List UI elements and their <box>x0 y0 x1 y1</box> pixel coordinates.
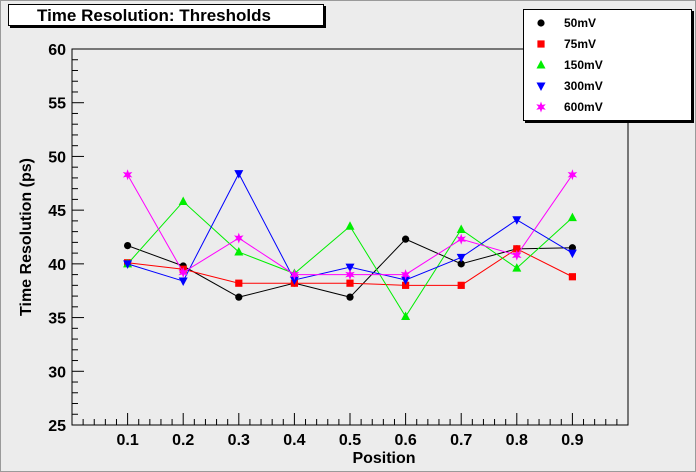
data-point <box>567 212 577 222</box>
data-point <box>235 293 243 301</box>
legend-marker-shape <box>536 82 546 91</box>
y-tick-label: 30 <box>48 364 66 381</box>
chart-title: Time Resolution: Thresholds <box>37 6 271 25</box>
y-tick-label: 60 <box>48 42 66 59</box>
y-tick-label: 35 <box>48 311 66 328</box>
legend-item: 50mV <box>524 12 691 34</box>
data-point <box>402 281 410 289</box>
data-point <box>122 169 133 181</box>
data-point <box>512 216 522 225</box>
data-point <box>456 253 466 263</box>
series-layer <box>122 169 578 320</box>
series-300mV <box>123 170 577 287</box>
legend-marker <box>537 19 545 27</box>
data-point <box>456 224 466 233</box>
data-point <box>568 244 577 252</box>
chart-title-box: Time Resolution: Thresholds <box>8 4 324 26</box>
legend-marker <box>536 60 546 69</box>
y-tick-label: 25 <box>48 418 66 435</box>
x-tick-label: 0.1 <box>116 432 138 449</box>
x-tick-label: 0.3 <box>228 432 250 449</box>
data-point <box>235 279 243 287</box>
data-point <box>346 279 354 287</box>
legend-item: 75mV <box>524 33 691 55</box>
legend: 50mV 75mV 150mV 300mV 600mV <box>523 9 692 121</box>
legend-marker-shape <box>536 60 546 69</box>
data-point <box>345 269 355 281</box>
legend-label: 150mV <box>564 58 603 72</box>
data-point <box>456 233 466 245</box>
legend-marker <box>537 40 545 48</box>
legend-item: 300mV <box>524 75 691 97</box>
legend-label: 50mV <box>564 16 597 30</box>
y-tick-label: 55 <box>48 96 66 113</box>
data-point <box>289 269 300 281</box>
y-axis-label: Time Resolution (ps) <box>18 158 35 316</box>
data-point <box>346 293 354 301</box>
data-point <box>400 269 411 281</box>
data-point <box>178 196 188 206</box>
legend-label: 75mV <box>564 37 597 51</box>
data-point <box>512 249 522 261</box>
data-point <box>401 276 411 285</box>
data-point <box>457 281 465 289</box>
data-point <box>234 170 244 179</box>
data-point <box>567 249 577 259</box>
x-tick-label: 0.7 <box>450 432 472 449</box>
y-tick-label: 45 <box>48 203 66 220</box>
legend-marker-shape <box>537 40 545 48</box>
data-point <box>123 260 133 269</box>
legend-marker-shape <box>536 101 546 113</box>
series-600mV <box>122 169 578 281</box>
data-point <box>234 232 244 244</box>
legend-label: 600mV <box>564 100 603 114</box>
data-point <box>289 276 299 285</box>
legend-label: 300mV <box>564 79 603 93</box>
data-point <box>567 169 578 181</box>
x-tick-label: 0.9 <box>561 432 583 449</box>
data-point <box>345 221 355 230</box>
legend-item: 600mV <box>524 96 691 118</box>
data-point <box>513 245 521 253</box>
data-point <box>401 311 411 320</box>
y-tick-label: 40 <box>48 257 66 274</box>
x-tick-label: 0.8 <box>506 432 528 449</box>
legend-marker <box>536 101 546 113</box>
data-point <box>178 266 188 278</box>
data-point <box>178 277 188 287</box>
legend-item: 150mV <box>524 54 691 76</box>
data-point <box>234 247 244 256</box>
x-tick-label: 0.5 <box>339 432 361 449</box>
x-tick-label: 0.2 <box>172 432 194 449</box>
legend-marker-shape <box>537 19 545 27</box>
data-point <box>568 273 576 281</box>
data-point <box>345 263 355 273</box>
x-tick-label: 0.4 <box>283 432 305 449</box>
legend-marker <box>536 82 546 91</box>
y-tick-label: 50 <box>48 149 66 166</box>
data-point <box>124 241 132 250</box>
data-point <box>402 235 410 243</box>
data-point <box>512 263 522 272</box>
x-tick-label: 0.6 <box>394 432 416 449</box>
axis-layer: 25 30 35 40 45 50 55 60 0.1 0.2 0.3 0.4 0.5 0.6 0.7 0.8… <box>48 42 629 449</box>
x-axis-label: Position <box>352 450 415 467</box>
data-point <box>457 260 465 268</box>
